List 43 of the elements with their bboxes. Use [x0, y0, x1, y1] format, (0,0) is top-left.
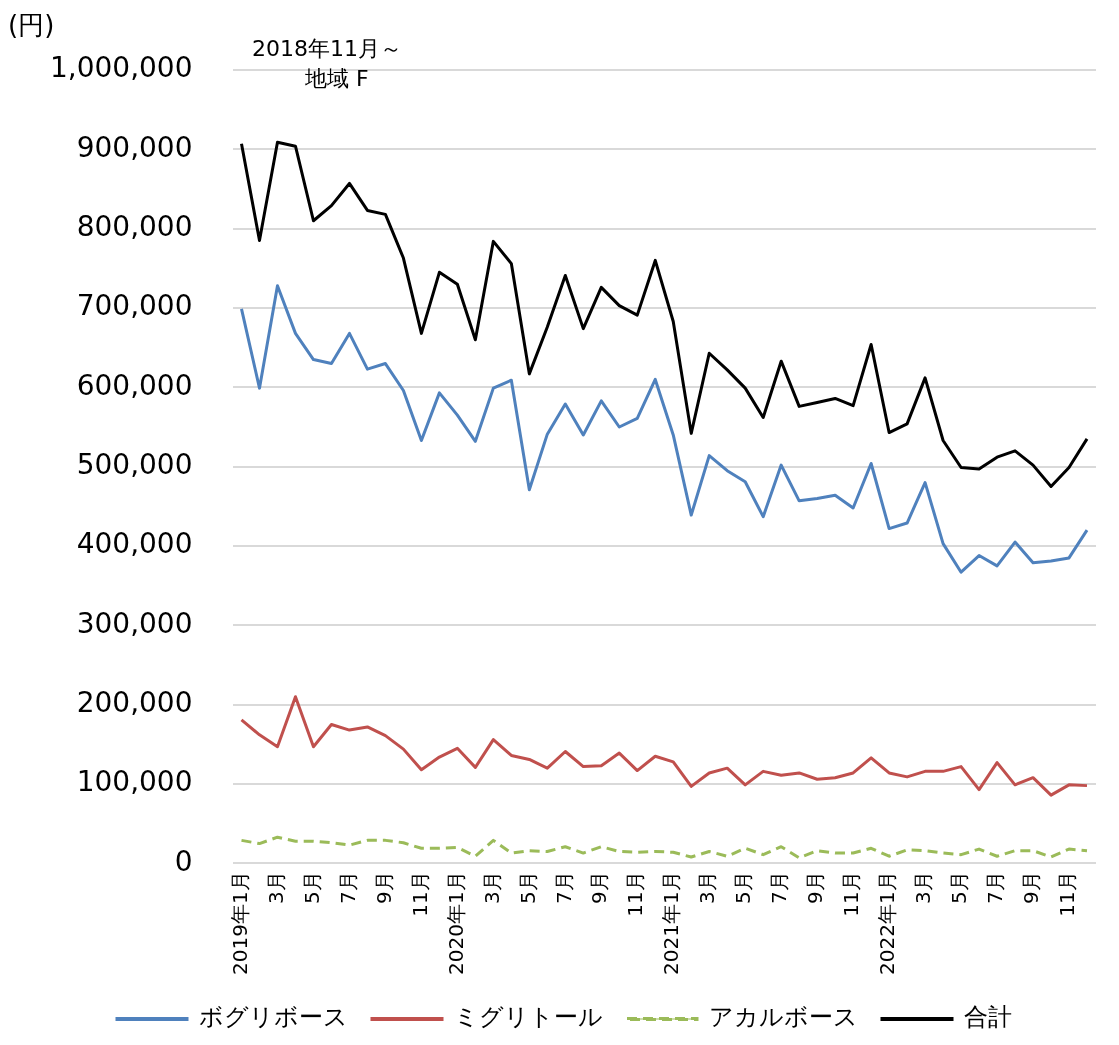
legend-label: 合計 [964, 1003, 1012, 1032]
x-tick-label: 11月 [1055, 871, 1080, 917]
y-tick-label: 500,000 [76, 447, 193, 481]
x-tick-label: 7月 [983, 871, 1008, 905]
x-tick-label: 9月 [1019, 871, 1044, 905]
x-tick-label: 7月 [767, 871, 792, 905]
x-tick-label: 3月 [479, 871, 504, 905]
y-tick-label: 200,000 [76, 685, 193, 719]
line-series [240, 835, 1089, 860]
x-tick-label: 3月 [263, 871, 288, 905]
legend-label: ミグリトール [454, 1003, 603, 1032]
x-tick-label: 5月 [299, 871, 324, 905]
chart-title: 2018年11月～ [252, 35, 402, 63]
x-tick-label: 9月 [371, 871, 396, 905]
x-tick-label: 5月 [515, 871, 540, 905]
x-tick-label: 9月 [803, 871, 828, 905]
y-tick-label: 0 [174, 844, 193, 878]
x-tick-label: 3月 [911, 871, 936, 905]
x-tick-label: 11月 [839, 871, 864, 917]
x-tick-label: 11月 [407, 871, 432, 917]
x-tick-label: 5月 [731, 871, 756, 905]
y-tick-label: 800,000 [76, 209, 193, 243]
x-tick-label: 2021年1月 [659, 871, 684, 975]
x-tick-label: 11月 [623, 871, 648, 917]
y-axis-title: (円) [8, 9, 55, 42]
y-tick-label: 600,000 [76, 368, 193, 402]
x-tick-label: 2019年1月 [227, 871, 252, 975]
y-tick-label: 1,000,000 [49, 51, 193, 85]
legend-label: アカルボース [709, 1003, 858, 1032]
y-tick-label: 300,000 [76, 606, 193, 640]
x-tick-label: 7月 [551, 871, 576, 905]
x-tick-label: 5月 [947, 871, 972, 905]
chart-subtitle: 地域 F [305, 65, 369, 93]
y-tick-label: 100,000 [76, 765, 193, 799]
x-tick-label: 9月 [587, 871, 612, 905]
x-tick-label: 2020年1月 [443, 871, 468, 975]
y-tick-label: 900,000 [76, 130, 193, 164]
y-tick-label: 400,000 [76, 527, 193, 561]
y-tick-label: 700,000 [76, 289, 193, 323]
x-tick-label: 7月 [335, 871, 360, 905]
legend-label: ボグリボース [199, 1003, 348, 1032]
x-tick-label: 3月 [695, 871, 720, 905]
x-tick-label: 2022年1月 [875, 871, 900, 975]
